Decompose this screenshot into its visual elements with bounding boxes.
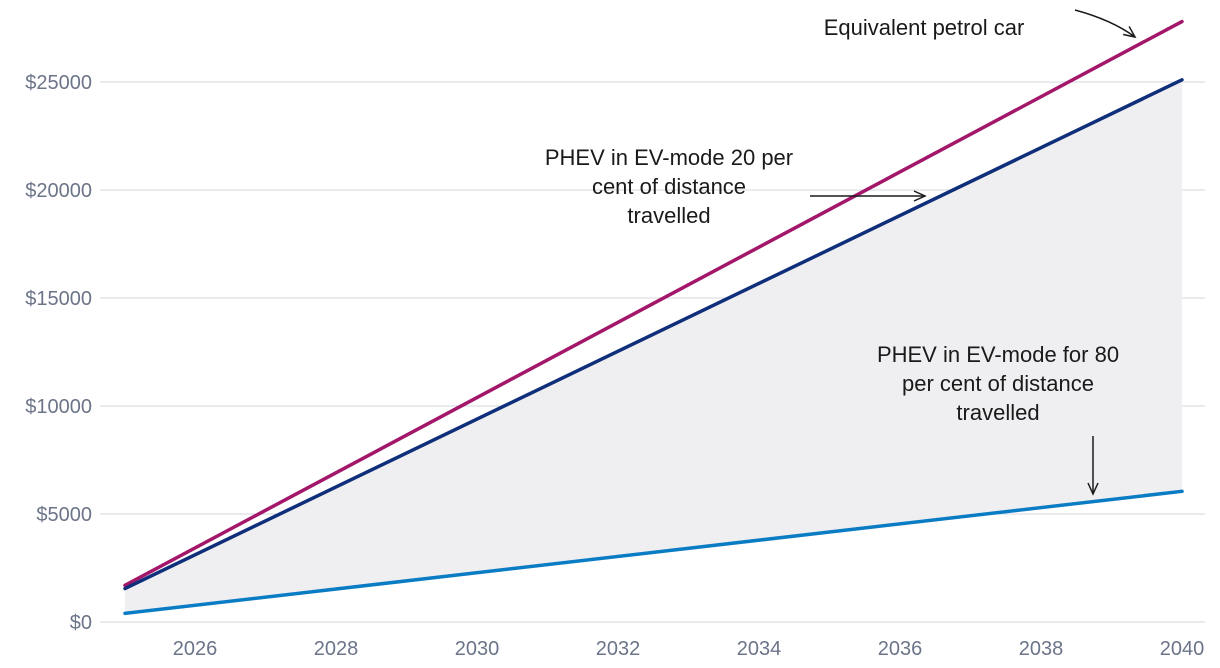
annotation-phev20-line3: travelled [627, 203, 710, 228]
annotation-phev80-line3: travelled [956, 400, 1039, 425]
annotation-phev80-line1: PHEV in EV-mode for 80 [877, 342, 1119, 367]
series-line-0 [123, 19, 1184, 588]
shaded-area [125, 79, 1182, 614]
y-tick-label: $0 [70, 612, 92, 634]
y-tick-label: $5000 [36, 504, 92, 526]
x-tick-label: 2038 [1019, 638, 1064, 660]
x-tick-label: 2034 [737, 638, 782, 660]
annotation-phev80: PHEV in EV-mode for 80 per cent of dista… [877, 342, 1119, 496]
series-line-2 [123, 489, 1184, 616]
annotation-phev20-line1: PHEV in EV-mode 20 per [545, 145, 793, 170]
x-tick-label: 2032 [596, 638, 641, 660]
annotation-petrol-arrow [1074, 9, 1137, 39]
y-axis-labels: $0 $5000 $10000 $15000 $20000 $25000 [25, 72, 92, 634]
x-tick-label: 2036 [878, 638, 923, 660]
y-tick-label: $10000 [25, 396, 92, 418]
series-lines [123, 19, 1184, 616]
x-axis-labels: 2026 2028 2030 2032 2034 2036 2038 2040 [173, 638, 1205, 660]
annotation-phev80-line2: per cent of distance [902, 371, 1094, 396]
x-tick-label: 2030 [455, 638, 500, 660]
annotation-petrol: Equivalent petrol car [824, 9, 1137, 40]
annotation-phev20: PHEV in EV-mode 20 per cent of distance … [545, 145, 927, 228]
y-tick-label: $15000 [25, 288, 92, 310]
series-line-1 [123, 78, 1184, 591]
x-tick-label: 2028 [314, 638, 359, 660]
y-tick-label: $20000 [25, 180, 92, 202]
x-tick-label: 2040 [1160, 638, 1205, 660]
y-tick-label: $25000 [25, 72, 92, 94]
x-tick-label: 2026 [173, 638, 218, 660]
annotation-petrol-label: Equivalent petrol car [824, 15, 1025, 40]
annotation-phev20-line2: cent of distance [592, 174, 746, 199]
